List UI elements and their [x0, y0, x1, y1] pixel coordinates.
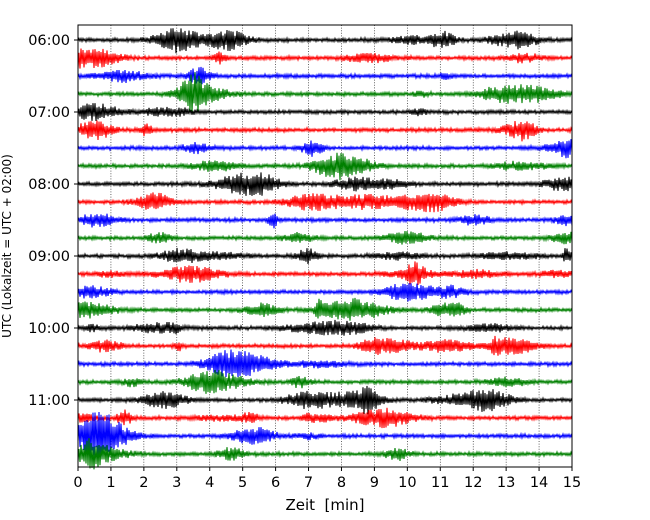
trace-line	[77, 438, 573, 470]
y-axis-ticks: 06:00 07:00 08:00 09:00 10:00 11:00	[28, 33, 78, 409]
x-tick-label: 1	[106, 475, 115, 491]
trace-line	[77, 411, 573, 458]
x-tick-label: 13	[497, 475, 515, 491]
trace-line	[77, 231, 573, 245]
y-tick-label: 07:00	[28, 105, 70, 121]
x-tick-label: 8	[337, 475, 346, 491]
trace-line	[77, 283, 573, 302]
x-tick-label: 9	[370, 475, 379, 491]
x-tick-label: 3	[172, 475, 181, 491]
y-tick-label: 11:00	[28, 393, 70, 409]
trace-line	[77, 172, 573, 196]
y-tick-label: 09:00	[28, 249, 70, 265]
x-axis-ticks: 0 1 2 3 4 5 6 7 8 9 10 11 12 13 14 15	[73, 467, 581, 491]
trace-line	[77, 48, 573, 69]
trace-line	[77, 152, 573, 181]
trace-line	[77, 385, 573, 415]
seismogram-traces	[77, 28, 573, 470]
x-tick-label: 10	[398, 475, 416, 491]
x-tick-label: 15	[563, 475, 581, 491]
trace-line	[77, 247, 573, 265]
x-tick-label: 0	[73, 475, 82, 491]
x-tick-label: 12	[464, 475, 482, 491]
y-tick-label: 10:00	[28, 321, 70, 337]
trace-line	[77, 297, 573, 321]
x-tick-label: 5	[238, 475, 247, 491]
x-axis-label: Zeit [min]	[285, 496, 364, 514]
x-tick-label: 6	[271, 475, 280, 491]
trace-line	[77, 120, 573, 142]
trace-line	[77, 66, 573, 85]
x-tick-label: 7	[304, 475, 313, 491]
trace-line	[77, 192, 573, 213]
trace-line	[77, 349, 573, 378]
trace-line	[77, 72, 573, 114]
trace-line	[77, 335, 573, 356]
x-tick-label: 2	[139, 475, 148, 491]
trace-line	[77, 319, 573, 336]
trace-line	[77, 103, 573, 122]
plot-frame	[77, 24, 573, 468]
x-tick-label: 4	[205, 475, 214, 491]
y-tick-label: 08:00	[28, 177, 70, 193]
x-tick-label: 11	[431, 475, 449, 491]
trace-line	[77, 261, 573, 286]
trace-line	[77, 369, 573, 394]
x-tick-label: 14	[530, 475, 548, 491]
trace-line	[77, 139, 573, 159]
trace-line	[77, 407, 573, 429]
trace-line	[77, 213, 573, 229]
y-axis-label: UTC (Lokalzeit = UTC + 02:00)	[0, 154, 14, 338]
y-tick-label: 06:00	[28, 33, 70, 49]
trace-line	[77, 28, 573, 54]
